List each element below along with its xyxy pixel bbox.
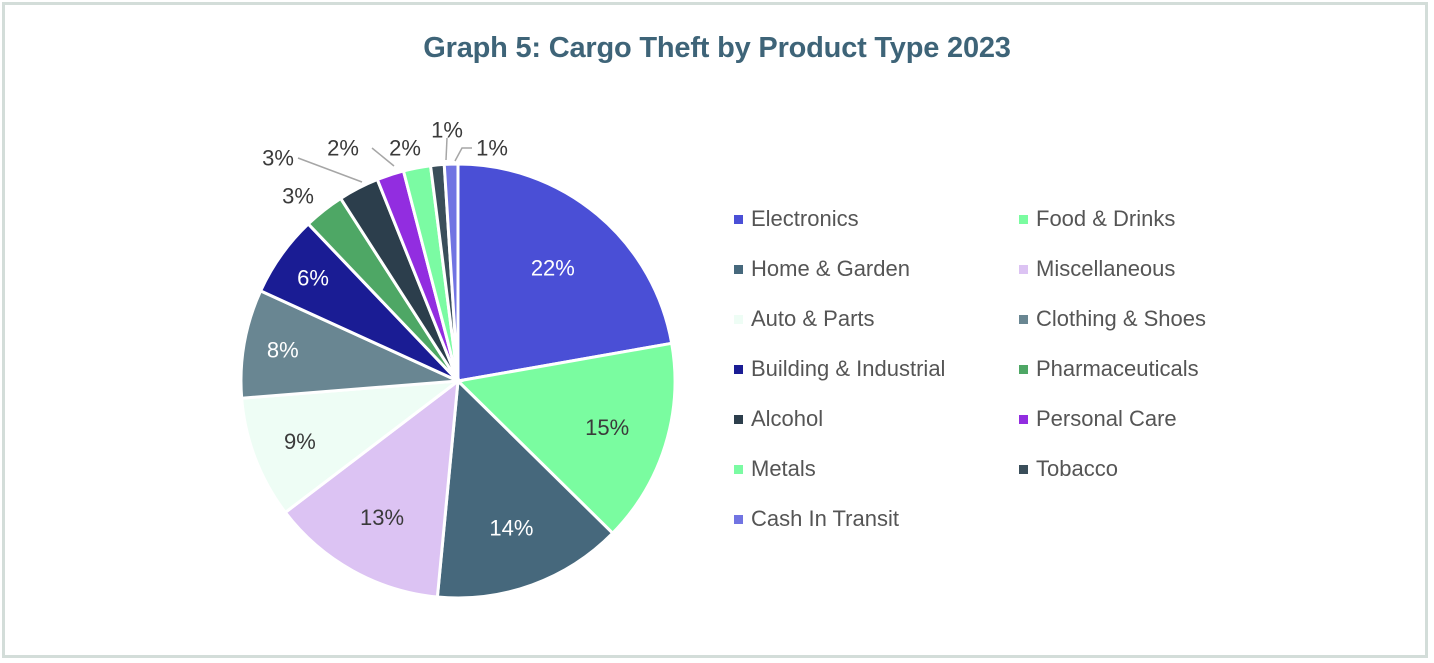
legend-label: Tobacco xyxy=(1036,456,1118,481)
legend-label: Electronics xyxy=(751,206,859,231)
data-label-food-and-drinks: 15% xyxy=(585,415,629,440)
pie-slice-food-and-drinks[interactable] xyxy=(454,341,677,536)
legend-swatch-icon xyxy=(1019,464,1028,474)
legend-label: Miscellaneous xyxy=(1036,256,1176,281)
leader-line-alcohol xyxy=(297,157,363,183)
legend-swatch-icon xyxy=(1019,314,1028,324)
legend-label: Pharmaceuticals xyxy=(1036,356,1199,381)
legend-swatch-icon xyxy=(1019,414,1028,424)
data-label-miscellaneous: 13% xyxy=(360,505,404,530)
legend-item-electronics[interactable]: Electronics xyxy=(734,205,1019,233)
legend-item-tobacco[interactable]: Tobacco xyxy=(1019,455,1289,483)
chart-title: Graph 5: Cargo Theft by Product Type 202… xyxy=(423,32,1011,64)
chart-legend: Electronics Food & Drinks Home & Garden Mis… xyxy=(734,205,1294,533)
legend-label: Auto & Parts xyxy=(751,306,875,331)
legend-item-miscellaneous[interactable]: Miscellaneous xyxy=(1019,255,1289,283)
legend-swatch-icon xyxy=(1019,364,1028,374)
legend-label: Building & Industrial xyxy=(751,356,946,381)
legend-swatch-icon xyxy=(1019,214,1028,224)
legend-item-cash-in-transit[interactable]: Cash In Transit xyxy=(734,505,1019,533)
leader-line-tobacco xyxy=(445,137,448,161)
legend-item-home-and-garden[interactable]: Home & Garden xyxy=(734,255,1019,283)
legend-swatch-icon xyxy=(734,464,743,474)
legend-swatch-icon xyxy=(734,364,743,374)
legend-item-food-and-drinks[interactable]: Food & Drinks xyxy=(1019,205,1289,233)
data-label-metals: 2% xyxy=(389,136,421,161)
legend-item-building-and-industrial[interactable]: Building & Industrial xyxy=(734,355,1019,383)
legend-label: Clothing & Shoes xyxy=(1036,306,1206,331)
data-label-pharmaceuticals: 3% xyxy=(282,184,314,209)
legend-label: Metals xyxy=(751,456,816,481)
legend-item-auto-and-parts[interactable]: Auto & Parts xyxy=(734,305,1019,333)
data-label-alcohol: 3% xyxy=(262,146,294,171)
legend-swatch-icon xyxy=(734,314,743,324)
legend-label: Personal Care xyxy=(1036,406,1177,431)
data-label-personal-care: 2% xyxy=(327,136,359,161)
legend-swatch-icon xyxy=(734,414,743,424)
legend-swatch-icon xyxy=(1019,264,1028,274)
legend-item-personal-care[interactable]: Personal Care xyxy=(1019,405,1289,433)
leader-line-personal-care xyxy=(371,147,395,167)
data-label-home-and-garden: 14% xyxy=(489,515,533,540)
legend-swatch-icon xyxy=(734,214,743,224)
legend-label: Cash In Transit xyxy=(751,506,899,531)
data-label-cash-in-transit: 1% xyxy=(476,136,508,161)
legend-swatch-icon xyxy=(734,264,743,274)
legend-item-metals[interactable]: Metals xyxy=(734,455,1019,483)
pie-slice-cash-in-transit[interactable] xyxy=(442,162,460,382)
legend-item-pharmaceuticals[interactable]: Pharmaceuticals xyxy=(1019,355,1289,383)
pie-slice-home-and-garden[interactable] xyxy=(435,377,615,600)
pie-slice-miscellaneous[interactable] xyxy=(283,377,460,599)
data-label-tobacco: 1% xyxy=(431,118,463,143)
legend-label: Home & Garden xyxy=(751,256,910,281)
legend-item-clothing-and-shoes[interactable]: Clothing & Shoes xyxy=(1019,305,1289,333)
data-label-clothing-and-shoes: 8% xyxy=(267,338,299,363)
data-label-auto-and-parts: 9% xyxy=(284,429,316,454)
legend-label: Food & Drinks xyxy=(1036,206,1176,231)
legend-item-alcohol[interactable]: Alcohol xyxy=(734,405,1019,433)
legend-swatch-icon xyxy=(734,514,743,524)
pie-slice-electronics[interactable] xyxy=(456,162,674,383)
data-label-electronics: 22% xyxy=(531,255,575,280)
pie-slice-clothing-and-shoes[interactable] xyxy=(239,288,464,400)
legend-label: Alcohol xyxy=(751,406,824,431)
pie-slice-auto-and-parts[interactable] xyxy=(240,379,463,515)
leader-line-cash-in-transit xyxy=(454,147,472,162)
data-label-building-and-industrial: 6% xyxy=(297,265,329,290)
